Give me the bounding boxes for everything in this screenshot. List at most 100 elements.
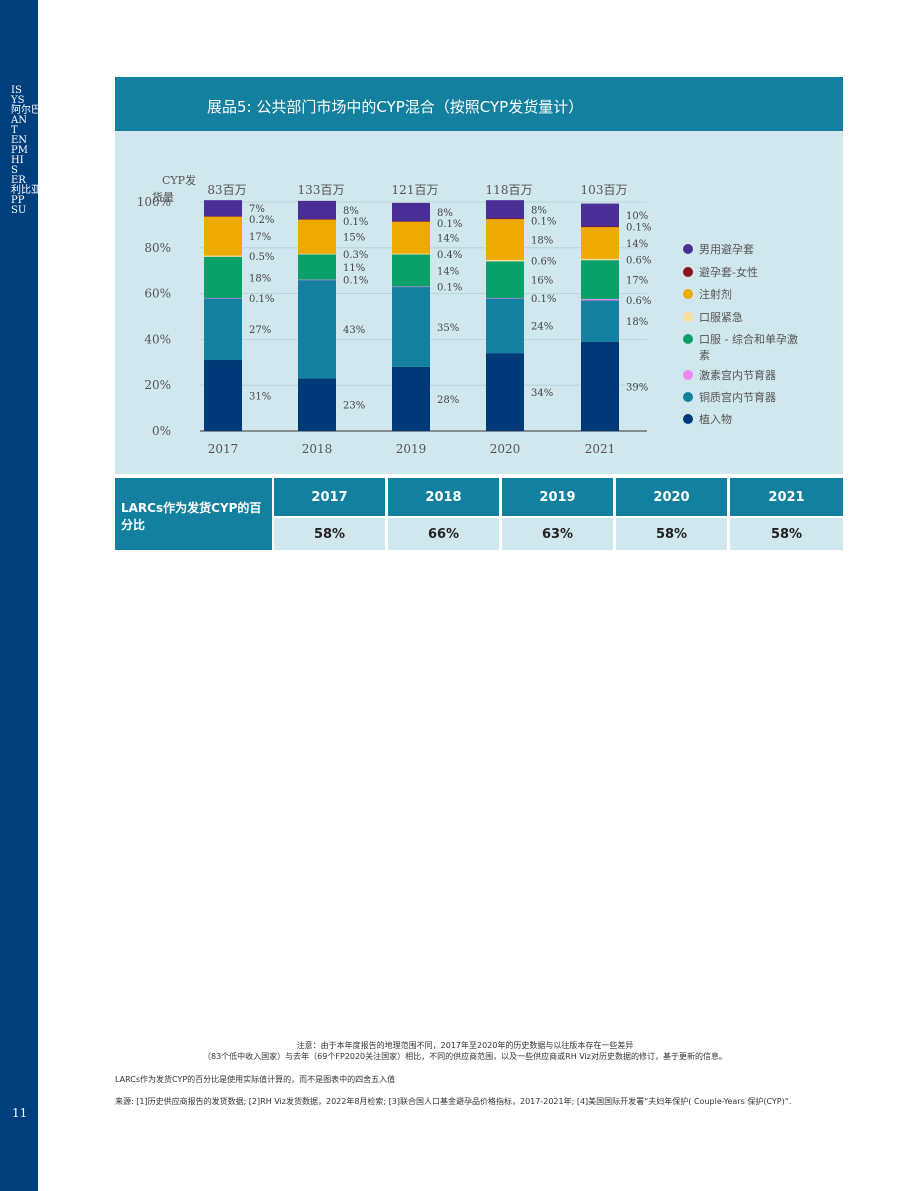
legend-label: 植入物 [699,412,732,426]
legend-marker [683,392,693,402]
data-label: 0.6% [626,255,651,266]
bar-segment [392,202,430,222]
data-label: 14% [626,239,648,250]
bar-segment [581,226,619,259]
legend-label: 男用避孕套 [699,242,754,256]
data-label: 8% [343,206,359,217]
data-label: 0.1% [437,219,462,230]
x-tick-label: 2017 [208,442,239,456]
bar-segment [298,279,336,379]
larc-value: 66% [388,518,499,550]
legend-label: 避孕套-女性 [699,265,758,279]
data-label: 31% [249,392,271,403]
data-label: 0.1% [343,276,368,287]
total-label: 133百万 [298,183,345,197]
note-geography-line1: 注意：由于本年度报告的地理范围不同，2017年至2020年的历史数据与以往版本存… [296,1041,634,1050]
data-label: 43% [343,325,365,336]
larc-year-header: 2018 [388,478,499,516]
data-label: 14% [437,266,459,277]
data-label: 0.1% [437,283,462,294]
sidebar-line: SU [11,205,27,216]
data-label: 15% [343,233,365,244]
sidebar-line: PM [11,145,28,156]
y-tick-label: 20% [144,378,171,392]
sidebar-line: HI [11,155,24,166]
legend-marker [683,267,693,277]
data-label: 0.6% [531,257,556,268]
data-label: 8% [437,208,453,219]
data-label: 0.2% [249,215,274,226]
y-tick-label: 100% [137,195,171,209]
data-label: 34% [531,388,553,399]
total-label: 103百万 [581,183,628,197]
data-label: 0.1% [531,216,556,227]
bar-segment [486,259,524,262]
bar-segment [581,203,619,227]
bar-segment [298,254,336,280]
bar-segment [486,353,524,431]
legend-label: 口服 - 综合和单孕激 [699,332,798,346]
note-larc-calc: LARCs作为发货CYP的百分比是使用实际值计算的，而不是图表中的四舍五入值 [115,1075,396,1084]
chart-area: 0% 20% 40% 60% 80% 100% CYP发 货量 31% 27% 0.1% 18% 0.5… [115,131,843,474]
sidebar-line: PP [11,195,25,206]
bar-segment [392,286,430,288]
bar-segment [298,219,336,220]
y-tick-label: 0% [152,424,171,438]
legend-label: 注射剂 [699,287,732,301]
y-tick-label: 60% [144,287,171,301]
bar-segment [204,255,242,257]
bar-segment [486,218,524,260]
bar-segment [486,297,524,299]
bar-segment [204,298,242,361]
larc-year-header: 2017 [274,478,385,516]
larc-value: 63% [502,518,613,550]
totals-label-line2: 货量 [152,190,174,204]
bar-segment [298,253,336,255]
total-label: 121百万 [392,183,439,197]
data-label: 11% [343,263,365,274]
bar-segment [392,253,430,255]
bar-segment [204,216,242,256]
bar-segment [486,298,524,354]
larc-year-header: 2021 [730,478,843,516]
sidebar-line: 阿尔巴 [11,105,38,116]
larc-year-header: 2019 [502,478,613,516]
legend-marker [683,312,693,322]
data-label: 23% [343,401,365,412]
bar-segment [298,219,336,254]
data-label: 10% [626,211,648,222]
legend-label: 铜质宫内节育器 [699,390,776,404]
data-label: 0.5% [249,252,274,263]
bar-segment [581,258,619,261]
bar-segment [298,200,336,220]
legend-marker [683,289,693,299]
sidebar-line: T [11,125,18,136]
total-label: 83百万 [207,183,246,197]
data-label: 0.1% [249,294,274,305]
larc-value: 58% [730,518,843,550]
note-geography-line2: （83个低中收入国家）与去年（69个FP2020关注国家）相比，不同的供应商范围… [203,1052,727,1061]
bar-segment [204,216,242,217]
sidebar-line: 利比亚 [11,185,38,196]
sidebar-text: IS YS 阿尔巴 AN T EN PM HI S ER 利比亚 PP SU [11,86,38,216]
data-label: 14% [437,233,459,244]
bar-segment [486,200,524,219]
bar-segment [204,200,242,217]
sidebar-line: S [11,165,18,176]
bar-segment [204,297,242,299]
sidebar-line: ER [11,175,26,186]
data-label: 18% [531,235,553,246]
legend-marker [683,334,693,344]
data-label: 17% [249,232,271,243]
bar-segment [581,341,619,431]
bar-segment [486,261,524,298]
totals-label-line1: CYP发 [162,173,196,187]
data-label: 0.1% [343,217,368,228]
data-label: 0.1% [531,294,556,305]
note-geography: 注意：由于本年度报告的地理范围不同，2017年至2020年的历史数据与以往版本存… [115,1040,815,1062]
data-label: 18% [626,317,648,328]
total-label: 118百万 [486,183,533,197]
data-label: 17% [626,276,648,287]
data-label: 35% [437,323,459,334]
legend-label: 激素宫内节育器 [699,368,776,382]
